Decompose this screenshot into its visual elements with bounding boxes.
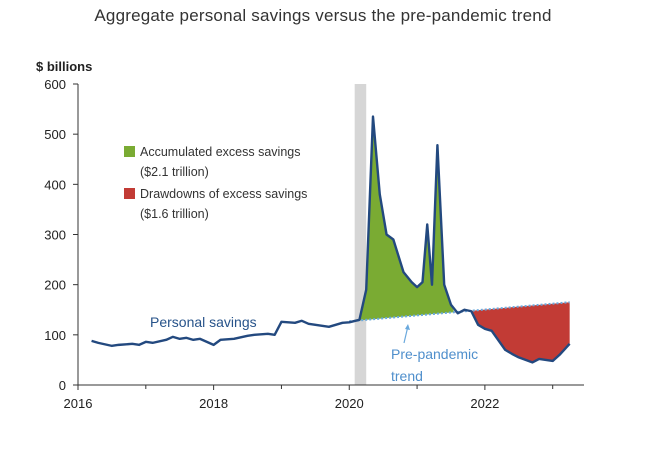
y-tick-label: 400: [44, 177, 66, 192]
legend-swatch: [124, 188, 135, 199]
legend-sublabel: ($2.1 trillion): [140, 165, 209, 179]
excess-savings-area: [349, 116, 455, 323]
trend-arrow-head: [405, 324, 410, 330]
y-tick-label: 500: [44, 127, 66, 142]
legend-sublabel: ($1.6 trillion): [140, 207, 209, 221]
pre-pandemic-trend-line: [349, 301, 570, 323]
y-tick-label: 100: [44, 328, 66, 343]
x-tick-label: 2022: [470, 396, 499, 411]
x-tick-label: 2016: [64, 396, 93, 411]
legend-label: Accumulated excess savings: [140, 145, 301, 159]
pandemic-shaded-band: [354, 84, 367, 385]
y-tick-label: 0: [59, 378, 66, 393]
y-axis-title: $ billions: [36, 59, 92, 74]
pre-pandemic-annotation: Pre-pandemic: [391, 346, 478, 362]
chart-title: Aggregate personal savings versus the pr…: [94, 6, 552, 25]
x-tick-label: 2020: [335, 396, 364, 411]
x-tick-label: 2018: [199, 396, 228, 411]
personal-savings-line: [91, 115, 571, 364]
y-tick-label: 600: [44, 77, 66, 92]
personal-savings-annotation: Personal savings: [150, 314, 257, 330]
y-tick-label: 200: [44, 278, 66, 293]
legend-label: Drawdowns of excess savings: [140, 187, 307, 201]
legend-swatch: [124, 146, 135, 157]
drawdown-savings-area: [454, 302, 570, 363]
y-tick-label: 300: [44, 228, 66, 243]
trend-annotation: trend: [391, 368, 423, 384]
